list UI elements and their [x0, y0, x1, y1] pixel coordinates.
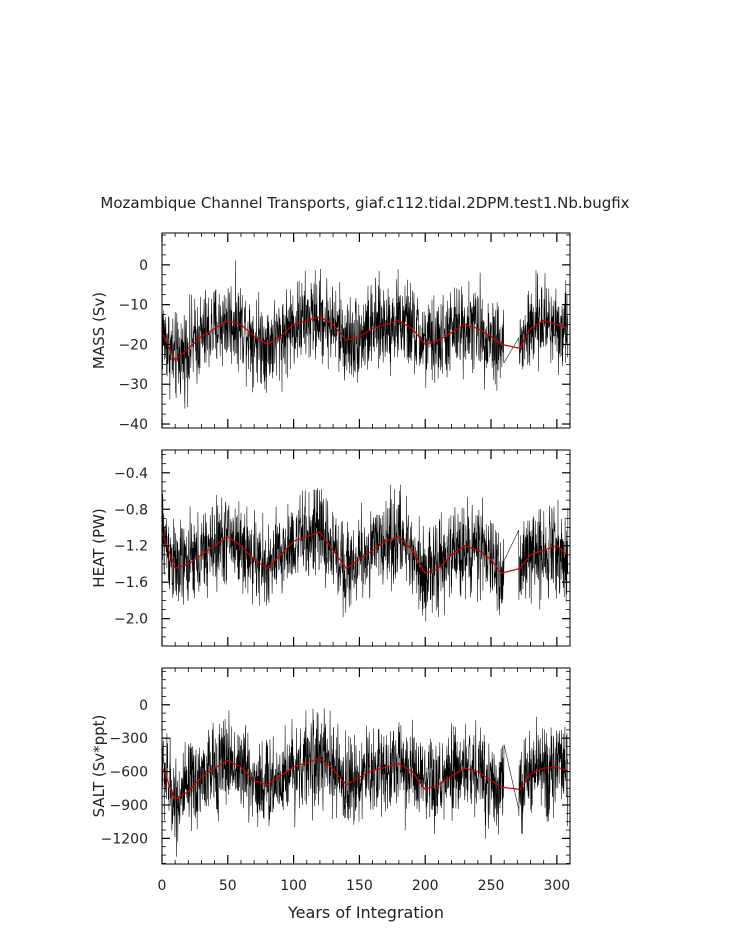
x-tick-label: 50	[219, 878, 237, 894]
y-tick-label: −1.6	[114, 575, 148, 591]
x-tick-label: 200	[412, 878, 439, 894]
x-tick-label: 100	[280, 878, 307, 894]
figure-title: Mozambique Channel Transports, giaf.c112…	[100, 194, 629, 212]
x-tick-label: 150	[346, 878, 373, 894]
y-tick-label: 0	[139, 258, 148, 274]
raw-series-line	[161, 708, 569, 857]
y-tick-label: −20	[118, 337, 148, 353]
y-tick-label: −1.2	[114, 539, 148, 555]
panel-1: 0 −10 −20 −30 −40 MASS (Sv)	[90, 232, 571, 433]
smoothed-series-line	[161, 531, 568, 574]
y-tick-label: −40	[118, 417, 148, 433]
smoothed-series-line	[161, 757, 568, 801]
plot-frame	[161, 449, 571, 647]
y-tick-label: 0	[139, 698, 148, 714]
smoothed-series-line	[161, 315, 568, 362]
raw-series-line	[161, 260, 569, 409]
panel-2: −0.4 −0.8 −1.2 −1.6 −2.0 HEAT (PW)	[90, 449, 571, 647]
y-tick-label: −900	[110, 798, 148, 814]
x-tick-label: 300	[543, 878, 570, 894]
x-tick-label: 0	[158, 878, 167, 894]
x-tick-label: 250	[478, 878, 505, 894]
y-tick-label: −0.8	[114, 502, 148, 518]
y-axis-label: MASS (Sv)	[90, 292, 108, 369]
y-axis-label: HEAT (PW)	[90, 508, 108, 587]
raw-series-line	[161, 484, 569, 622]
y-tick-label: −10	[118, 298, 148, 314]
y-tick-label: −1200	[101, 831, 148, 847]
y-tick-label: −0.4	[114, 466, 148, 482]
x-axis-label: Years of Integration	[287, 903, 444, 922]
panel-3: 0 50 100 150 200 250 300 0 −300 −600 −900 −1200 SALT…	[90, 667, 571, 894]
y-tick-label: −2.0	[114, 612, 148, 628]
y-tick-label: −600	[110, 765, 148, 781]
y-axis-label: SALT (Sv*ppt)	[90, 715, 108, 818]
y-tick-label: −300	[110, 731, 148, 747]
plot-frame	[161, 667, 571, 865]
chart-panels: 0 −10 −20 −30 −40 MASS (Sv) −0.4 −0.8 −1.2 −1.6 −2…	[90, 232, 571, 894]
y-tick-label: −30	[118, 377, 148, 393]
plot-frame	[161, 232, 571, 429]
